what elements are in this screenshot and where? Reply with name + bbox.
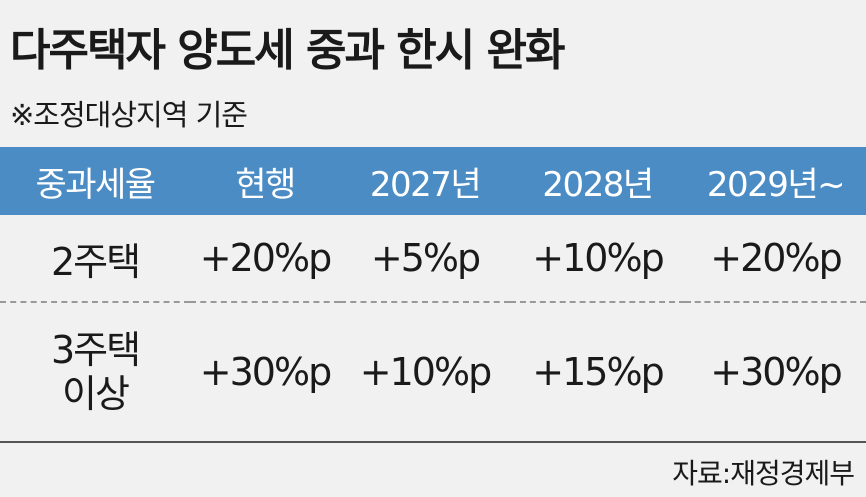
column-header: 2028년 — [510, 147, 685, 215]
column-header: 중과세율 — [0, 147, 190, 215]
table-row: 3주택 이상 +30%p +10%p +15%p +30%p — [0, 302, 866, 443]
subtitle: ※조정대상지역 기준 — [10, 98, 248, 132]
source: 자료:재정경제부 — [672, 457, 855, 490]
row-label-line: 2주택 — [50, 239, 141, 284]
row-label: 3주택 이상 — [0, 302, 190, 443]
rate-cell: +20%p — [190, 215, 340, 303]
row-label-line: 이상 — [62, 372, 130, 416]
rate-cell: +20%p — [685, 215, 866, 303]
row-label-line: 3주택 — [50, 328, 141, 372]
column-header: 2027년 — [340, 147, 510, 215]
rate-cell: +30%p — [190, 302, 340, 443]
rate-table: 중과세율 현행 2027년 2028년 2029년~ 2주택 +20%p +5%p +10%p… — [0, 147, 866, 443]
header-row: 중과세율 현행 2027년 2028년 2029년~ — [0, 147, 866, 215]
rate-cell: +5%p — [340, 215, 510, 303]
rate-cell: +10%p — [510, 215, 685, 303]
table-row: 2주택 +20%p +5%p +10%p +20%p — [0, 215, 866, 303]
row-label: 2주택 — [0, 215, 190, 303]
rate-cell: +30%p — [685, 302, 866, 443]
rate-cell: +10%p — [340, 302, 510, 443]
rate-cell: +15%p — [510, 302, 685, 443]
column-header: 현행 — [190, 147, 340, 215]
title: 다주택자 양도세 중과 한시 완화 — [10, 25, 566, 76]
column-header: 2029년~ — [685, 147, 866, 215]
